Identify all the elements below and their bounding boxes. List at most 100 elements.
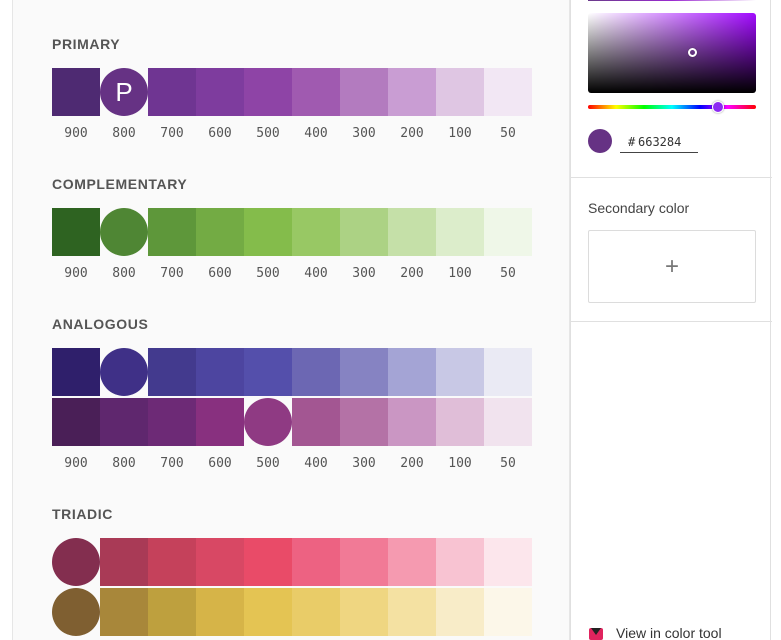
analogous-1-swatch[interactable]	[52, 348, 100, 396]
shade-label: 200	[400, 266, 424, 281]
view-in-color-tool-label: View in color tool	[616, 625, 722, 640]
shade-label: 700	[160, 126, 184, 141]
analogous-1-swatch[interactable]	[292, 348, 340, 396]
analogous-2-swatch[interactable]	[100, 398, 148, 446]
analogous-2-selected-swatch[interactable]	[244, 398, 292, 446]
analogous-2-swatch[interactable]	[340, 398, 388, 446]
analogous-1-swatch[interactable]	[484, 348, 532, 396]
analogous-1-swatch[interactable]	[244, 348, 292, 396]
hue-slider[interactable]	[588, 105, 756, 109]
saturation-picker[interactable]	[588, 13, 756, 93]
shade-label: 100	[448, 456, 472, 471]
primary-swatch[interactable]	[52, 68, 100, 116]
triadic-1-swatch[interactable]	[244, 538, 292, 586]
analogous-1-swatch[interactable]	[436, 348, 484, 396]
complementary-swatch[interactable]	[484, 208, 532, 256]
shade-label: 700	[160, 266, 184, 281]
shade-label: 500	[256, 266, 280, 281]
triadic-2-swatch[interactable]	[244, 588, 292, 636]
triadic-2-swatch[interactable]	[148, 588, 196, 636]
complementary-swatch[interactable]	[436, 208, 484, 256]
triadic-1-swatch[interactable]	[484, 538, 532, 586]
analogous-title: ANALOGOUS	[52, 316, 149, 332]
primary-swatch[interactable]	[340, 68, 388, 116]
triadic-2-swatch[interactable]	[340, 588, 388, 636]
triadic-2-selected-swatch[interactable]	[52, 588, 100, 636]
shade-label: 600	[208, 126, 232, 141]
analogous-2-swatch[interactable]	[484, 398, 532, 446]
shade-label: 400	[304, 126, 328, 141]
complementary-swatch[interactable]	[388, 208, 436, 256]
analogous-1-selected-swatch[interactable]	[100, 348, 148, 396]
analogous-2-swatch[interactable]	[196, 398, 244, 446]
analogous-1-swatch[interactable]	[196, 348, 244, 396]
complementary-swatch[interactable]	[148, 208, 196, 256]
complementary-swatch[interactable]	[340, 208, 388, 256]
analogous-1-selected-circle[interactable]	[100, 348, 148, 396]
complementary-swatch[interactable]	[52, 208, 100, 256]
analogous-2-selected-circle[interactable]	[244, 398, 292, 446]
shade-label: 500	[256, 456, 280, 471]
triadic-1-swatch[interactable]	[340, 538, 388, 586]
analogous-1-swatch[interactable]	[388, 348, 436, 396]
shade-label: 800	[112, 126, 136, 141]
analogous-2-swatch[interactable]	[436, 398, 484, 446]
analogous-2-swatch[interactable]	[292, 398, 340, 446]
triadic-swatch-row-1	[52, 538, 532, 586]
shade-label: 800	[112, 456, 136, 471]
analogous-2-swatch[interactable]	[388, 398, 436, 446]
analogous-1-swatch[interactable]	[340, 348, 388, 396]
shade-label: 800	[112, 266, 136, 281]
hue-slider-knob[interactable]	[712, 101, 724, 113]
triadic-1-selected-swatch[interactable]	[52, 538, 100, 586]
primary-swatch[interactable]	[196, 68, 244, 116]
triadic-1-swatch[interactable]	[100, 538, 148, 586]
shade-label: 700	[160, 456, 184, 471]
primary-swatch[interactable]	[484, 68, 532, 116]
complementary-shade-labels: 900 800 700 600 500 400 300 200 100 50	[52, 266, 532, 286]
primary-swatch[interactable]	[388, 68, 436, 116]
add-secondary-color-button[interactable]: +	[588, 230, 756, 303]
color-tool-icon	[588, 625, 604, 640]
triadic-1-selected-circle[interactable]	[52, 538, 100, 586]
picker-handle[interactable]	[688, 48, 697, 57]
shade-label: 600	[208, 456, 232, 471]
hex-input[interactable]	[620, 131, 698, 153]
complementary-swatch[interactable]	[244, 208, 292, 256]
shade-label: 400	[304, 266, 328, 281]
primary-shade-labels: 900 800 700 600 500 400 300 200 100 50	[52, 126, 532, 146]
triadic-title: TRIADIC	[52, 506, 113, 522]
triadic-2-swatch[interactable]	[196, 588, 244, 636]
side-panel: # Secondary color + View in color tool	[570, 0, 772, 640]
analogous-2-swatch[interactable]	[148, 398, 196, 446]
analogous-2-swatch[interactable]	[52, 398, 100, 446]
primary-swatch[interactable]	[244, 68, 292, 116]
primary-selected-circle[interactable]: P	[100, 68, 148, 116]
complementary-selected-circle[interactable]	[100, 208, 148, 256]
triadic-1-swatch[interactable]	[148, 538, 196, 586]
triadic-1-swatch[interactable]	[196, 538, 244, 586]
triadic-2-swatch[interactable]	[292, 588, 340, 636]
primary-swatch[interactable]	[292, 68, 340, 116]
triadic-2-selected-circle[interactable]	[52, 588, 100, 636]
primary-swatch[interactable]	[148, 68, 196, 116]
shade-label: 200	[400, 126, 424, 141]
shade-label: 400	[304, 456, 328, 471]
shade-label: 100	[448, 266, 472, 281]
triadic-2-swatch[interactable]	[100, 588, 148, 636]
divider	[571, 321, 772, 322]
triadic-2-swatch[interactable]	[484, 588, 532, 636]
complementary-selected-swatch[interactable]	[100, 208, 148, 256]
triadic-2-swatch[interactable]	[436, 588, 484, 636]
complementary-swatch[interactable]	[196, 208, 244, 256]
primary-swatch[interactable]	[436, 68, 484, 116]
view-in-color-tool-link[interactable]: View in color tool	[588, 625, 722, 640]
primary-selected-swatch[interactable]: P	[100, 68, 148, 116]
triadic-1-swatch[interactable]	[436, 538, 484, 586]
analogous-1-swatch[interactable]	[148, 348, 196, 396]
triadic-1-swatch[interactable]	[388, 538, 436, 586]
complementary-swatch[interactable]	[292, 208, 340, 256]
triadic-2-swatch[interactable]	[388, 588, 436, 636]
current-color-dot	[588, 129, 612, 153]
triadic-1-swatch[interactable]	[292, 538, 340, 586]
